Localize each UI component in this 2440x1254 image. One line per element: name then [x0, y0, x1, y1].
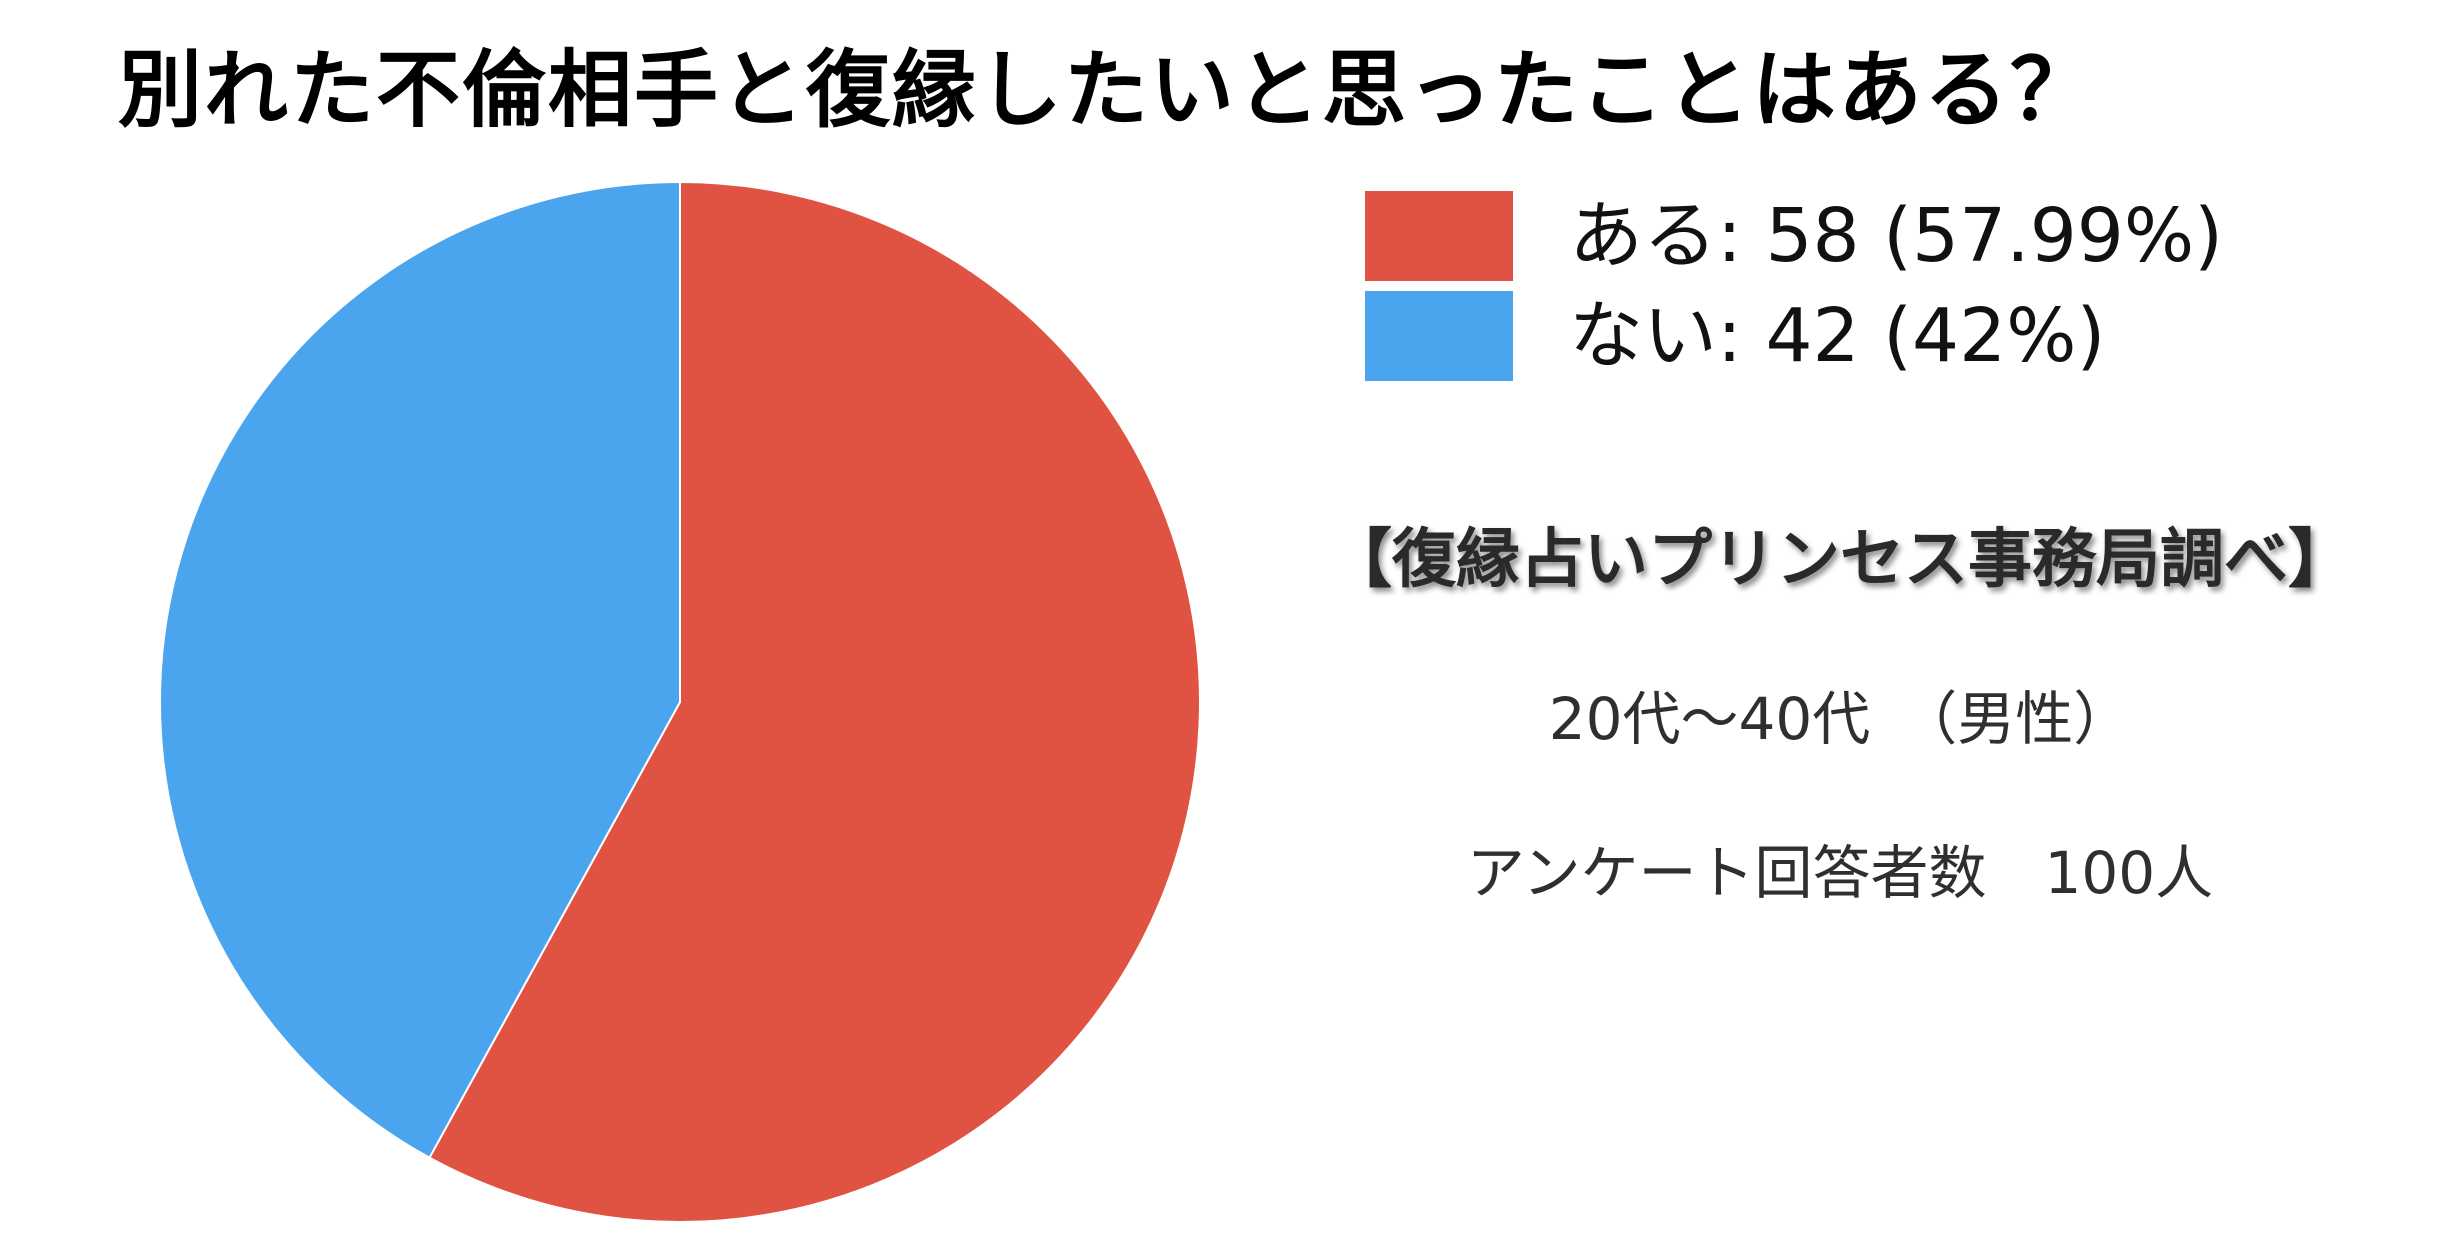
demographic-note: 20代〜40代 （男性） [1548, 685, 2132, 753]
pie-slices [159, 180, 1201, 1223]
pie-slice-nai [159, 180, 681, 1160]
legend-swatch-aru [1365, 191, 1513, 281]
respondents-note: アンケート回答者数 100人 [1466, 839, 2214, 907]
legend-swatch-nai [1365, 291, 1513, 381]
legend-label-aru: ある: 58 (57.99%) [1569, 193, 2224, 279]
legend-label-nai: ない: 42 (42%) [1569, 293, 2106, 379]
chart-title: 別れた不倫相手と復縁したいと思ったことはある？ [118, 41, 2097, 139]
pie-slice-aru [428, 180, 1201, 1223]
legend-item-aru: ある: 58 (57.99%) [1365, 190, 2223, 282]
source-note: 【復縁占いプリンセス事務局調べ】 [1328, 523, 2352, 597]
legend-item-nai: ない: 42 (42%) [1365, 290, 2105, 382]
